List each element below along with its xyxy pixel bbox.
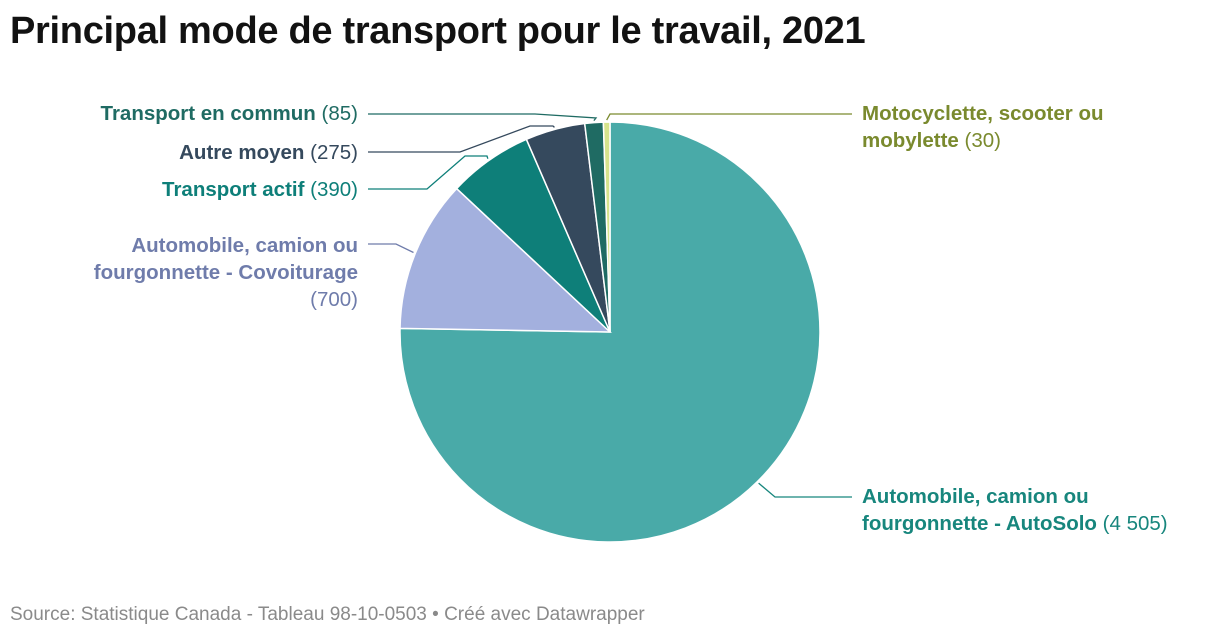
label-value: (85) [321, 102, 358, 125]
label-value: (4 505) [1102, 512, 1168, 535]
pie-slice-moto [602, 121, 611, 333]
label-autre-moyen: Autre moyen (275) [179, 139, 358, 166]
leader-line-commun [368, 113, 598, 122]
leader-line-covoiturage [368, 243, 414, 254]
label-covoiturage: Automobile, camion ou fourgonnette - Cov… [94, 232, 358, 313]
label-name-line2: fourgonnette - Covoiturage [93, 261, 358, 284]
label-autosolo: Automobile, camion ou fourgonnette - Aut… [862, 483, 1168, 537]
label-value: (30) [964, 129, 1001, 152]
label-value: (390) [310, 178, 358, 201]
pie-slice-autosolo [399, 121, 821, 543]
label-value: (275) [310, 141, 358, 164]
label-transport-en-commun: Transport en commun (85) [101, 100, 358, 127]
label-name: Autre moyen [179, 141, 305, 164]
source-note: Source: Statistique Canada - Tableau 98-… [10, 604, 645, 625]
label-transport-actif: Transport actif (390) [162, 176, 358, 203]
label-name: Transport actif [162, 178, 305, 201]
label-value: (700) [310, 288, 358, 311]
label-name-line1: Motocyclette, scooter ou [862, 102, 1104, 125]
chart-title: Principal mode de transport pour le trav… [10, 10, 866, 52]
leader-line-autosolo [758, 482, 852, 498]
label-name-line2: mobylette [862, 129, 959, 152]
label-name-line1: Automobile, camion ou [131, 234, 358, 257]
label-name: Transport en commun [100, 102, 316, 125]
label-name-line2: fourgonnette - AutoSolo [862, 512, 1097, 535]
pie-slices [399, 121, 821, 543]
leader-line-actif [368, 155, 489, 190]
leader-line-autre [368, 125, 555, 153]
leader-lines [368, 113, 852, 498]
pie-slice-covoiturage [399, 187, 612, 333]
leader-line-moto [606, 113, 852, 121]
label-name-line1: Automobile, camion ou [862, 485, 1089, 508]
label-motocyclette: Motocyclette, scooter ou mobylette (30) [862, 100, 1104, 154]
